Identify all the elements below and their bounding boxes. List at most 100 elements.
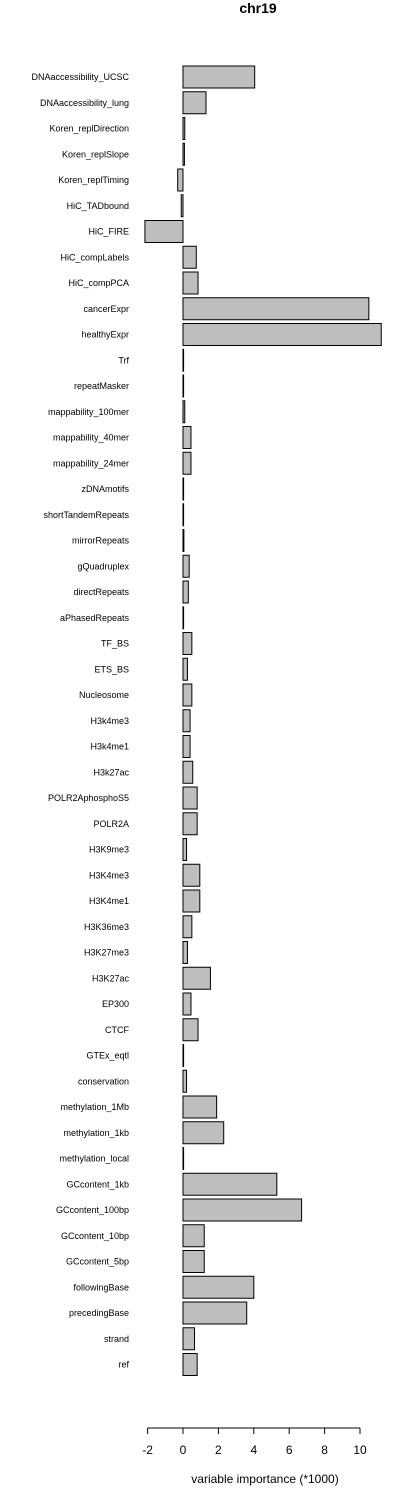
category-label: strand: [104, 1334, 129, 1344]
category-label: shortTandemRepeats: [43, 510, 129, 520]
category-label: gQuadruplex: [77, 561, 129, 571]
bar-HiC_FIRE: [144, 220, 184, 243]
bar-TF_BS: [182, 632, 193, 655]
bars-group: [144, 65, 382, 1376]
category-label: Nucleosome: [79, 690, 129, 700]
bar-H3K9me3: [182, 838, 188, 861]
category-label: ETS_BS: [94, 664, 129, 674]
bar-ETS_BS: [182, 657, 188, 681]
category-label: HiC_compLabels: [60, 252, 129, 262]
bar-Koren_replSlope: [182, 142, 185, 166]
category-label: H3K27me3: [84, 948, 129, 958]
bar-EP300: [182, 992, 192, 1016]
category-label: repeatMasker: [74, 381, 129, 391]
category-label: mirrorRepeats: [72, 536, 130, 546]
category-label: H3K4me1: [89, 896, 129, 906]
bar-mappability_100mer: [182, 400, 186, 424]
category-label: methylation_local: [59, 1154, 129, 1164]
bar-followingBase: [182, 1275, 255, 1299]
bar-Nucleosome: [182, 683, 193, 707]
bar-strand: [182, 1327, 195, 1351]
category-label: ref: [118, 1360, 129, 1370]
category-label: H3K9me3: [89, 845, 129, 855]
category-label: GCcontent_10bp: [61, 1231, 129, 1241]
category-label: directRepeats: [73, 587, 129, 597]
bar-Trf: [182, 348, 185, 372]
category-label: GCcontent_100bp: [56, 1205, 129, 1215]
category-label: methylation_1Mb: [60, 1102, 129, 1112]
bar-H3K4me1: [182, 889, 201, 913]
bar-H3K27me3: [182, 941, 188, 964]
x-tick-label: 4: [250, 1443, 257, 1457]
category-label: mappability_100mer: [48, 407, 129, 417]
category-label: Trf: [118, 355, 129, 365]
category-label: H3k4me1: [90, 742, 129, 752]
bar-GCcontent_1kb: [182, 1172, 278, 1196]
bar-gQuadruplex: [182, 554, 190, 578]
category-label: GCcontent_1kb: [66, 1179, 129, 1189]
bar-CTCF: [182, 1018, 199, 1042]
category-label: H3k27ac: [93, 767, 129, 777]
bar-POLR2A: [182, 812, 198, 836]
category-label: followingBase: [73, 1282, 129, 1292]
x-tick-label: -2: [142, 1443, 153, 1457]
x-axis: -2 0 2 4 6 8 10: [142, 1427, 367, 1457]
bar-ref: [182, 1353, 198, 1376]
bar-methylation_1kb: [182, 1121, 225, 1145]
bar-methylation_1Mb: [182, 1095, 218, 1119]
bar-H3k4me3: [182, 709, 191, 733]
bar-POLR2AphosphoS5: [182, 786, 198, 810]
category-label: zDNAmotifs: [81, 484, 129, 494]
bar-GCcontent_100bp: [182, 1198, 303, 1222]
bar-Koren_replTiming: [177, 168, 184, 192]
bar-zDNAmotifs: [182, 477, 185, 501]
bar-mappability_40mer: [182, 426, 192, 449]
x-tick-label: 6: [286, 1443, 293, 1457]
category-label: conservation: [78, 1076, 129, 1086]
bar-H3K4me3: [182, 863, 201, 887]
x-tick-label: 2: [215, 1443, 222, 1457]
category-label: CTCF: [105, 1025, 129, 1035]
bar-conservation: [182, 1069, 188, 1093]
category-label: DNAaccessibility_lung: [40, 98, 129, 108]
category-label: TF_BS: [101, 639, 129, 649]
bar-GTEx_eqtl: [182, 1044, 185, 1067]
bar-healthyExpr: [182, 323, 382, 346]
category-label: H3K4me3: [89, 870, 129, 880]
category-label: mappability_40mer: [53, 433, 129, 443]
bar-HiC_compPCA: [182, 271, 199, 295]
category-label: HiC_FIRE: [88, 227, 129, 237]
bar-mappability_24mer: [182, 451, 192, 475]
x-tick-label: 0: [180, 1443, 187, 1457]
bar-H3k4me1: [182, 735, 191, 758]
category-label: precedingBase: [69, 1308, 129, 1318]
x-tick-label: 8: [321, 1443, 328, 1457]
bar-H3k27ac: [182, 760, 194, 784]
category-label: H3K27ac: [92, 973, 130, 983]
bar-HiC_TADbound: [180, 194, 184, 218]
chart-title: chr19: [239, 0, 277, 16]
category-label: POLR2AphosphoS5: [48, 793, 129, 803]
category-label: GTEx_eqtl: [86, 1051, 129, 1061]
category-label: Koren_replSlope: [62, 149, 129, 159]
category-label: HiC_compPCA: [68, 278, 129, 288]
bar-GCcontent_5bp: [182, 1250, 205, 1273]
bar-HiC_compLabels: [182, 245, 197, 269]
category-label: GCcontent_5bp: [66, 1257, 129, 1267]
category-label: EP300: [102, 999, 129, 1009]
category-label: mappability_24mer: [53, 458, 129, 468]
category-label: healthyExpr: [81, 330, 129, 340]
bar-H3K36me3: [182, 915, 193, 939]
bar-repeatMasker: [182, 374, 185, 398]
bar-mirrorRepeats: [182, 529, 185, 552]
bar-aPhasedRepeats: [182, 606, 185, 630]
category-label: cancerExpr: [83, 304, 129, 314]
category-label: HiC_TADbound: [67, 201, 129, 211]
category-label: DNAaccessibility_UCSC: [31, 72, 129, 82]
bar-Koren_replDirection: [182, 117, 186, 140]
x-tick-label: 10: [353, 1443, 367, 1457]
category-label: H3K36me3: [84, 922, 129, 932]
bar-precedingBase: [182, 1301, 248, 1325]
